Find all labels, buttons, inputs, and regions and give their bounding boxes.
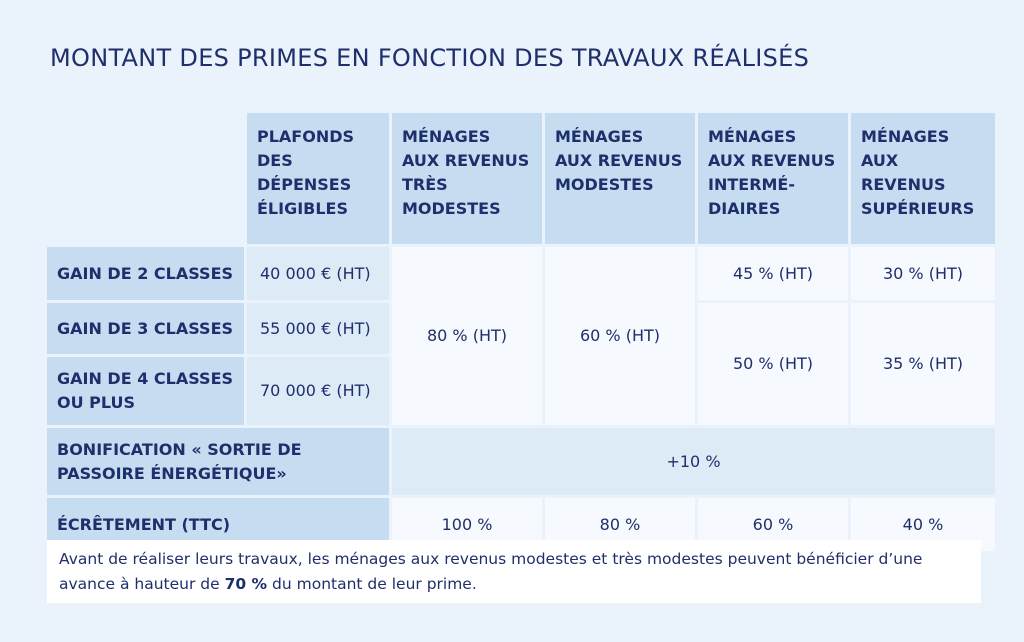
taux-modestes: 60 % (HT)	[545, 247, 695, 425]
page-title: MONTANT DES PRIMES EN FONCTION DES TRAVA…	[50, 44, 810, 72]
taux-superieurs-gain2: 30 % (HT)	[851, 247, 995, 300]
taux-intermediaires-gain34: 50 % (HT)	[698, 303, 848, 425]
taux-superieurs-gain34: 35 % (HT)	[851, 303, 995, 425]
header-superieurs: MÉNAGES AUX REVENUS SUPÉRIEURS	[851, 113, 995, 244]
primes-table: PLAFONDS DES DÉPENSES ÉLIGIBLES MÉNAGES …	[47, 113, 995, 551]
header-plafonds: PLAFONDS DES DÉPENSES ÉLIGIBLES	[247, 113, 389, 244]
taux-tres-modestes: 80 % (HT)	[392, 247, 542, 425]
footer-text-before: Avant de réaliser leurs travaux, les mén…	[59, 550, 923, 593]
footer-note: Avant de réaliser leurs travaux, les mén…	[47, 540, 981, 603]
plafond-gain2: 40 000 € (HT)	[247, 247, 389, 300]
row-label-gain3: GAIN DE 3 CLASSES	[47, 303, 244, 354]
header-intermediaires: MÉNAGES AUX REVENUS INTERMÉ-DIAIRES	[698, 113, 848, 244]
header-tres-modestes: MÉNAGES AUX REVENUS TRÈS MODESTES	[392, 113, 542, 244]
plafond-gain4: 70 000 € (HT)	[247, 357, 389, 425]
row-label-bonification: BONIFICATION « SORTIE DE PASSOIRE ÉNERGÉ…	[47, 428, 389, 495]
row-label-gain4: GAIN DE 4 CLASSES OU PLUS	[47, 357, 244, 425]
footer-text-after: du montant de leur prime.	[267, 575, 477, 593]
taux-intermediaires-gain2: 45 % (HT)	[698, 247, 848, 300]
bonification-value: +10 %	[392, 428, 995, 495]
corner-cell	[47, 113, 244, 244]
header-modestes: MÉNAGES AUX REVENUS MODESTES	[545, 113, 695, 244]
plafond-gain3: 55 000 € (HT)	[247, 303, 389, 354]
footer-highlight: 70 %	[224, 575, 268, 593]
row-label-gain2: GAIN DE 2 CLASSES	[47, 247, 244, 300]
